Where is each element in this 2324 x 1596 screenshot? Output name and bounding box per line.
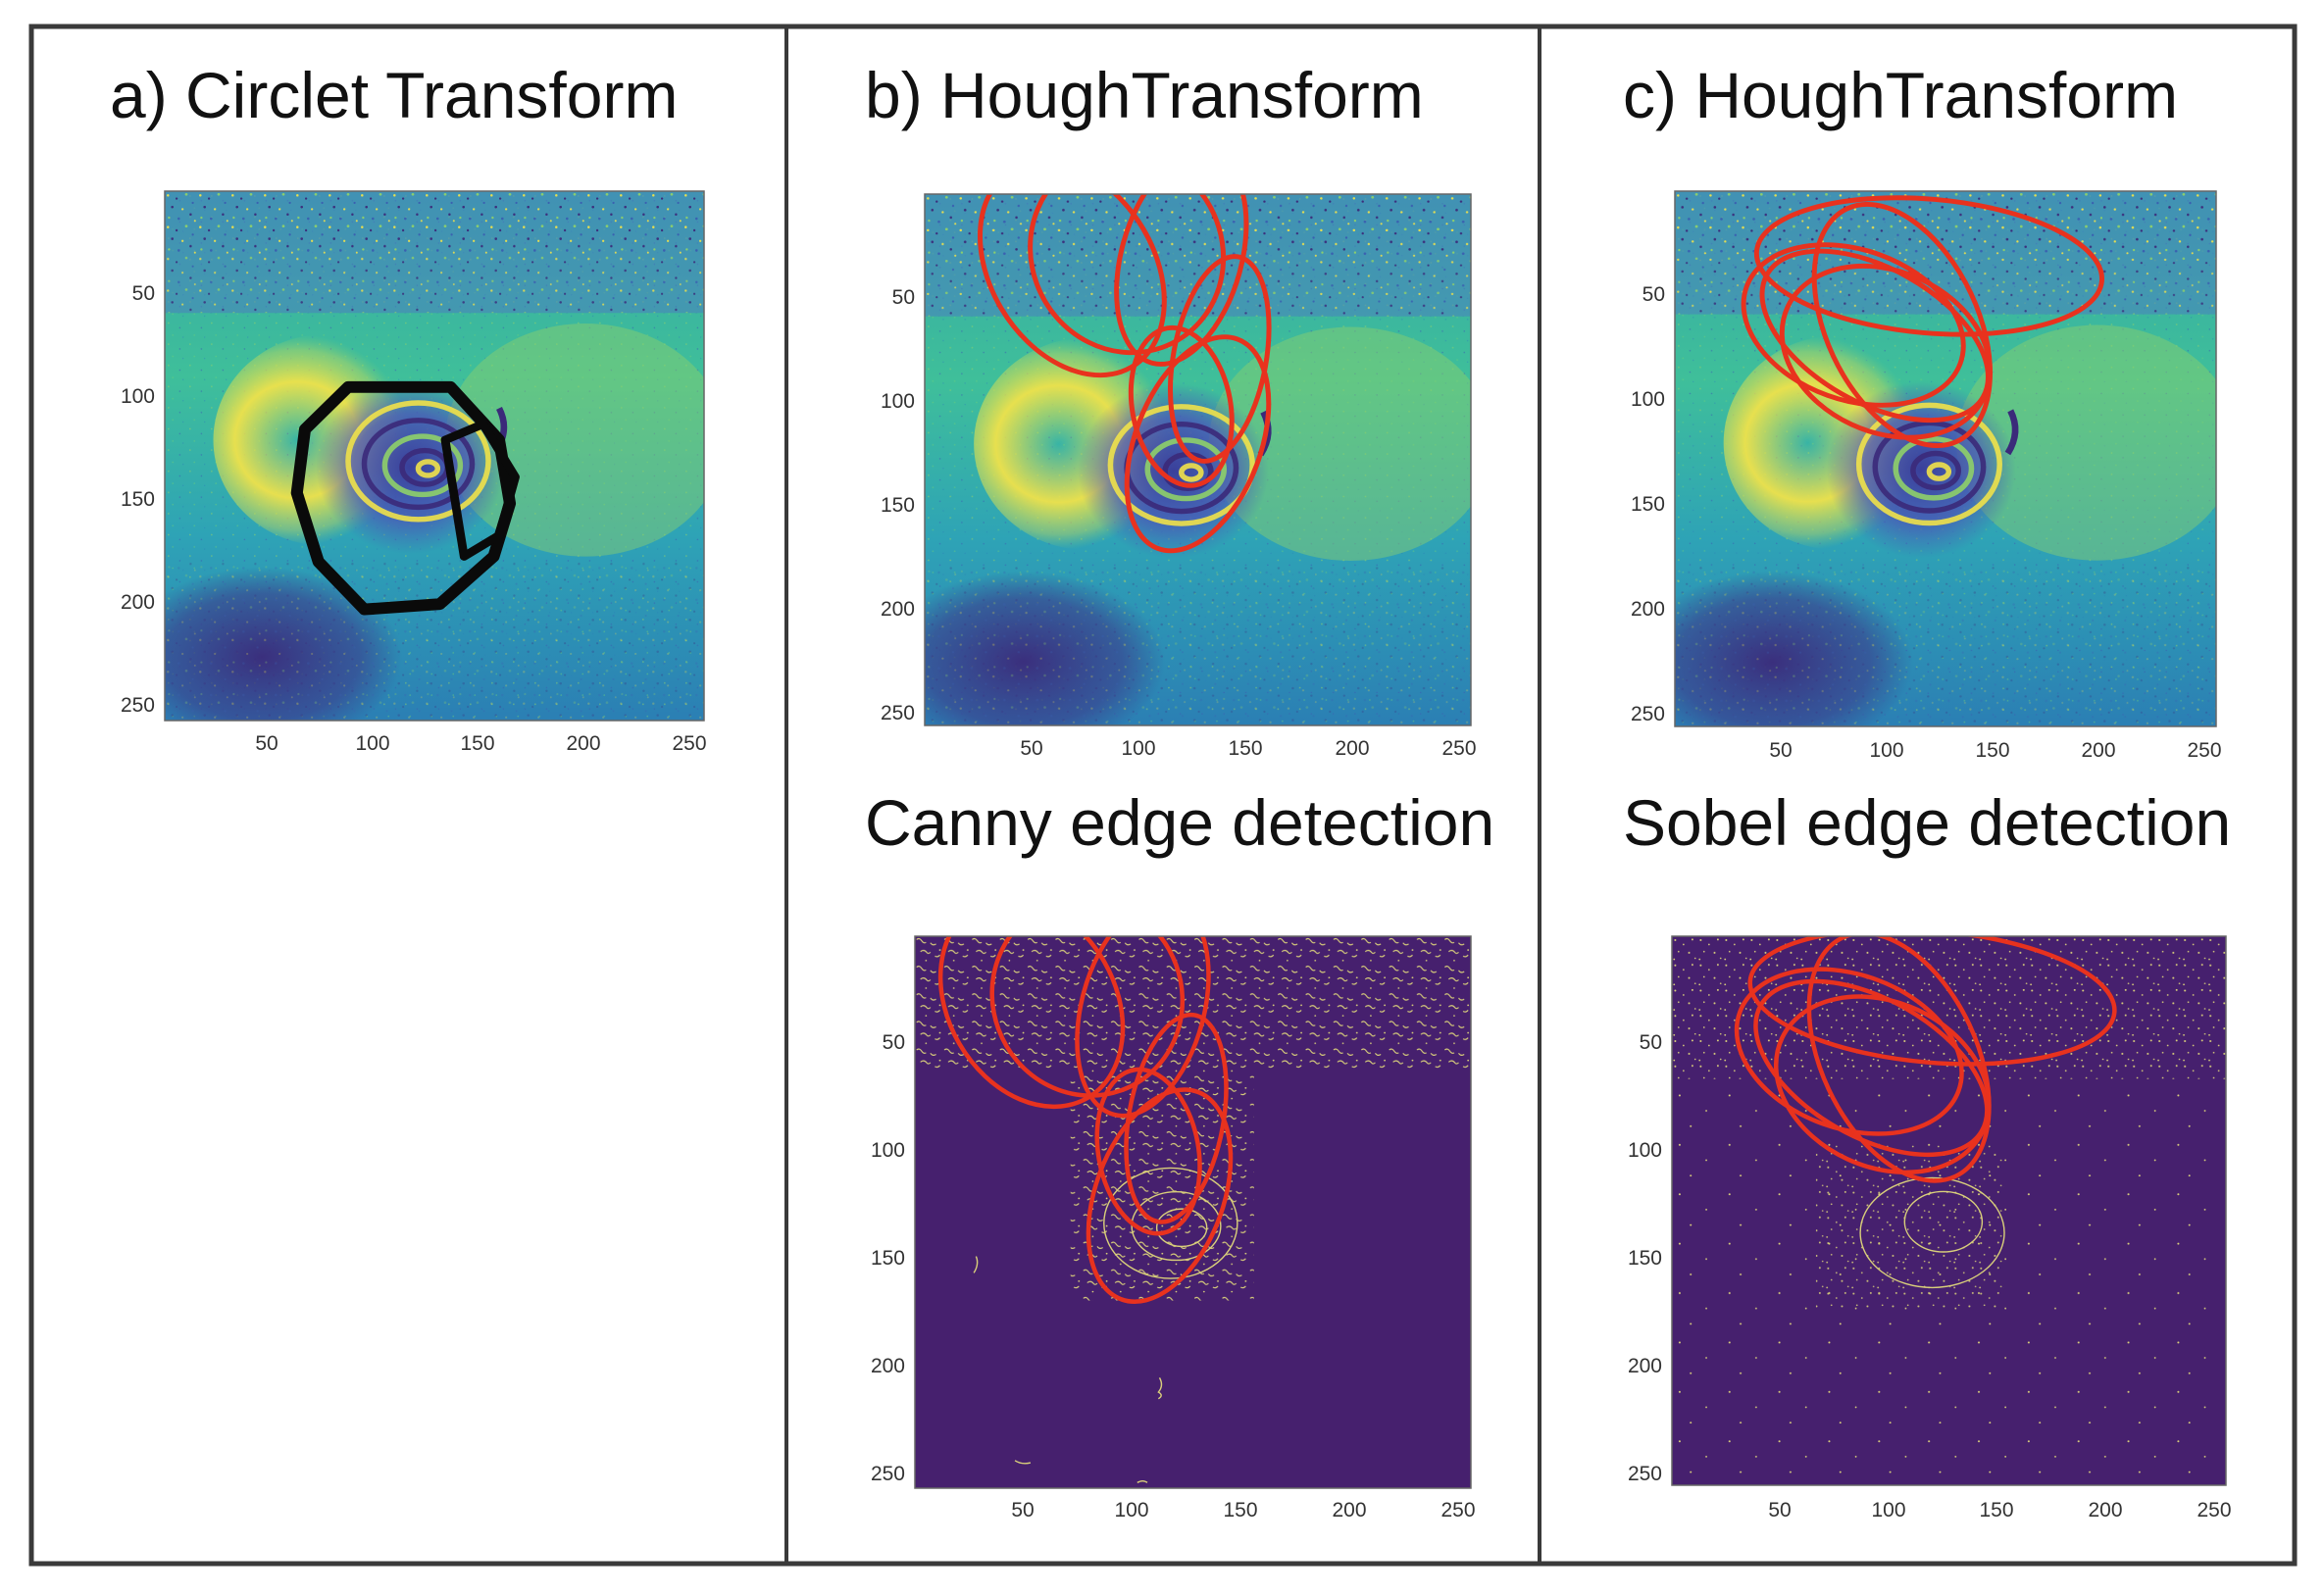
ytick: 150: [881, 494, 915, 517]
xtick: 100: [1121, 737, 1155, 760]
xtick: 150: [1979, 1499, 2013, 1521]
xtick: 250: [1440, 1499, 1475, 1521]
hough-ellipses: [1741, 195, 2104, 449]
ytick: 50: [1640, 1031, 1662, 1054]
xtick: 100: [1869, 739, 1903, 762]
panel-c-edge-xticks: 50 100 150 200 250: [1768, 1499, 2231, 1521]
panel-a-xticks: 50 100 150 200 250: [255, 732, 706, 755]
panel-c-hough-xticks: 50 100 150 200 250: [1769, 739, 2221, 762]
panel-c-subtitle: Sobel edge detection: [1623, 786, 2231, 859]
panel-b-title: b) HoughTransform: [865, 59, 1424, 131]
figure-border: [28, 24, 2298, 1567]
xtick: 150: [1223, 1499, 1257, 1521]
circlet-outline-2: [440, 420, 520, 561]
ytick: 100: [1628, 1139, 1662, 1162]
xtick: 50: [255, 732, 278, 755]
xtick: 50: [1011, 1499, 1034, 1521]
xtick: 50: [1769, 739, 1792, 762]
panel-b-edge-plot: 50 100 150 200 250 50 100 150 200 250: [871, 935, 1476, 1521]
ytick: 150: [121, 488, 155, 511]
ytick: 250: [121, 694, 155, 717]
xtick: 150: [1975, 739, 2009, 762]
panel-b-hough-yticks: 50 100 150 200 250: [881, 286, 915, 724]
ytick: 200: [881, 598, 915, 621]
panel-a-yticks: 50 100 150 200 250: [121, 282, 155, 717]
xtick: 50: [1768, 1499, 1791, 1521]
panel-c-hough-yticks: 50 100 150 200 250: [1631, 283, 1665, 725]
ytick: 100: [1631, 388, 1665, 411]
panel-c-hough-plot: 50 100 150 200 250 50 100 150 200 250: [1631, 190, 2222, 762]
panel-b-subtitle: Canny edge detection: [865, 786, 1494, 859]
ytick: 200: [121, 591, 155, 614]
ytick: 200: [871, 1355, 905, 1377]
panel-c-edge-plot: 50 100 150 200 250 50 100 150 200 250: [1628, 935, 2232, 1521]
ytick: 50: [892, 286, 915, 309]
xtick: 200: [2081, 739, 2115, 762]
xtick: 250: [672, 732, 706, 755]
panel-a-plot: 50 100 150 200 250 50 100 150 200 250: [121, 190, 707, 755]
xtick: 200: [2088, 1499, 2122, 1521]
ytick: 200: [1628, 1355, 1662, 1377]
ytick: 250: [1631, 703, 1665, 725]
xtick: 200: [1335, 737, 1369, 760]
ytick: 100: [121, 385, 155, 408]
panel-c: c) HoughTransform 50 100 150 200 250: [1623, 59, 2232, 1521]
panel-c-title: c) HoughTransform: [1623, 59, 2178, 131]
panel-b: b) HoughTransform 50 100 150 200: [865, 59, 1494, 1521]
panel-a-title: a) Circlet Transform: [110, 59, 678, 131]
ytick: 50: [132, 282, 155, 305]
ytick: 50: [1642, 283, 1665, 306]
ytick: 200: [1631, 598, 1665, 621]
panel-a: a) Circlet Transform 50 100 150 200 250 …: [110, 59, 707, 755]
xtick: 100: [1114, 1499, 1148, 1521]
ytick: 150: [1631, 493, 1665, 516]
ytick: 150: [1628, 1247, 1662, 1270]
ytick: 250: [871, 1463, 905, 1485]
xtick: 200: [566, 732, 600, 755]
xtick: 150: [460, 732, 494, 755]
ytick: 50: [883, 1031, 905, 1054]
ytick: 250: [1628, 1463, 1662, 1485]
xtick: 250: [1441, 737, 1476, 760]
xtick: 50: [1020, 737, 1042, 760]
panel-b-edge-yticks: 50 100 150 200 250: [871, 1031, 905, 1485]
ytick: 100: [871, 1139, 905, 1162]
xtick: 100: [355, 732, 389, 755]
panel-b-hough-xticks: 50 100 150 200 250: [1020, 737, 1476, 760]
xtick: 150: [1228, 737, 1262, 760]
panel-b-edge-xticks: 50 100 150 200 250: [1011, 1499, 1475, 1521]
ytick: 100: [881, 390, 915, 413]
ytick: 150: [871, 1247, 905, 1270]
hough-ellipses: [977, 194, 1272, 554]
xtick: 250: [2197, 1499, 2231, 1521]
hough-ellipses: [937, 936, 1234, 1304]
ytick: 250: [881, 702, 915, 724]
xtick: 100: [1871, 1499, 1905, 1521]
panel-c-edge-yticks: 50 100 150 200 250: [1628, 1031, 1662, 1485]
hough-ellipses: [1734, 936, 2117, 1183]
panel-b-hough-plot: 50 100 150 200 250 50 100 150 200 250: [881, 193, 1477, 760]
xtick: 250: [2187, 739, 2221, 762]
xtick: 200: [1332, 1499, 1366, 1521]
